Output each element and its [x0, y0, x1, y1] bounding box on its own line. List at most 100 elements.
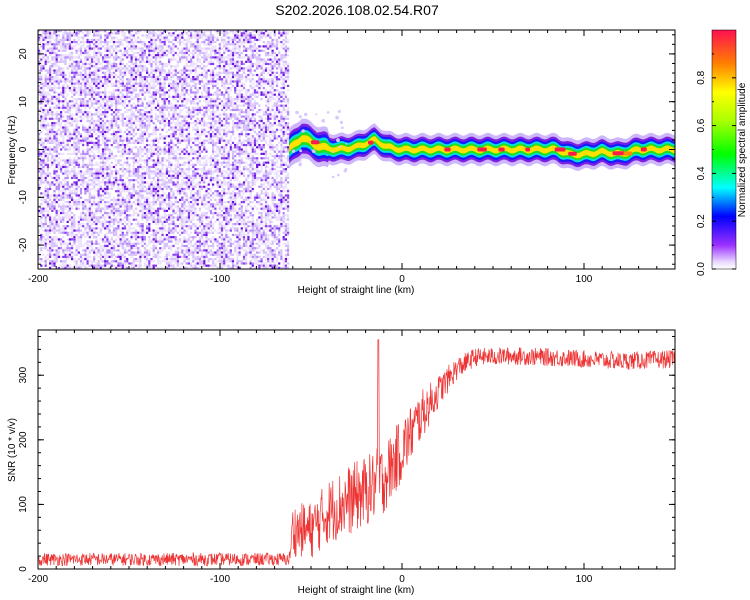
- noise-cell: [194, 176, 197, 180]
- noise-cell: [95, 113, 98, 116]
- noise-cell: [190, 102, 193, 105]
- noise-cell: [209, 76, 212, 79]
- noise-cell: [126, 87, 129, 90]
- noise-cell: [247, 65, 250, 68]
- noise-cell: [121, 139, 124, 142]
- noise-cell: [284, 38, 287, 41]
- noise-cell: [42, 122, 45, 125]
- noise-cell: [60, 78, 63, 81]
- noise-cell: [181, 89, 184, 92]
- noise-cell: [209, 172, 212, 175]
- noise-cell: [159, 126, 162, 129]
- noise-cell: [42, 95, 45, 98]
- noise-cell: [179, 104, 182, 107]
- noise-cell: [88, 111, 91, 114]
- noise-cell: [143, 115, 146, 118]
- noise-cell: [168, 124, 171, 127]
- noise-cell: [84, 87, 87, 90]
- noise-cell: [192, 65, 195, 68]
- noise-cell: [220, 82, 224, 85]
- noise-cell: [60, 141, 63, 144]
- noise-cell: [157, 60, 160, 63]
- noise-cell: [84, 41, 87, 44]
- noise-cell: [64, 36, 67, 39]
- noise-cell: [253, 176, 257, 180]
- noise-cell: [203, 146, 206, 149]
- noise-cell: [229, 58, 232, 61]
- noise-cell: [163, 84, 166, 87]
- noise-cell: [82, 141, 85, 144]
- noise-cell: [115, 36, 118, 39]
- noise-cell: [187, 176, 190, 180]
- noise-cell: [168, 47, 171, 50]
- noise-cell: [176, 106, 179, 109]
- noise-cell: [90, 38, 94, 41]
- noise-cell: [141, 130, 144, 134]
- noise-cell: [53, 30, 56, 33]
- noise-cell: [75, 51, 78, 55]
- noise-cell: [150, 155, 153, 158]
- noise-cell: [53, 168, 56, 171]
- noise-cell: [218, 58, 221, 61]
- noise-cell: [216, 98, 219, 101]
- noise-cell: [216, 82, 219, 85]
- noise-cell: [126, 54, 129, 57]
- noise-cell: [271, 139, 274, 142]
- noise-cell: [284, 32, 287, 35]
- noise-cell: [115, 78, 118, 81]
- noise-cell: [238, 133, 241, 136]
- noise-cell: [190, 65, 193, 68]
- noise-cell: [104, 104, 107, 107]
- noise-cell: [247, 36, 250, 39]
- noise-cell: [40, 76, 43, 79]
- noise-cell: [234, 113, 237, 116]
- noise-cell: [110, 98, 113, 101]
- noise-cell: [287, 117, 290, 120]
- noise-cell: [238, 30, 241, 33]
- noise-cell: [112, 117, 116, 120]
- noise-cell: [117, 49, 120, 52]
- noise-cell: [271, 161, 274, 164]
- noise-cell: [163, 163, 166, 166]
- noise-cell: [190, 32, 193, 35]
- noise-cell: [152, 163, 155, 166]
- noise-cell: [282, 80, 285, 83]
- noise-cell: [134, 87, 138, 90]
- noise-cell: [223, 43, 226, 46]
- noise-cell: [49, 124, 52, 127]
- noise-cell: [256, 165, 259, 169]
- noise-cell: [123, 146, 127, 149]
- noise-cell: [97, 130, 100, 134]
- noise-cell: [190, 137, 193, 140]
- noise-cell: [88, 135, 91, 138]
- noise-cell: [93, 152, 96, 155]
- noise-cell: [245, 150, 248, 153]
- noise-cell: [88, 47, 91, 50]
- noise-cell: [225, 152, 228, 155]
- noise-cell: [245, 73, 248, 77]
- noise-cell: [42, 47, 45, 50]
- noise-cell: [183, 122, 186, 125]
- noise-cell: [154, 168, 157, 171]
- noise-cell: [108, 71, 111, 74]
- noise-cell: [225, 43, 228, 46]
- noise-cell: [93, 168, 96, 171]
- noise-cell: [227, 150, 230, 153]
- noise-cell: [126, 91, 129, 94]
- noise-cell: [139, 174, 142, 177]
- noise-cell: [55, 155, 58, 158]
- noise-cell: [79, 76, 83, 79]
- noise-cell: [192, 45, 195, 48]
- noise-cell: [44, 139, 47, 142]
- noise-cell: [132, 165, 135, 169]
- noise-cell: [207, 157, 210, 160]
- noise-cell: [40, 163, 43, 166]
- noise-cell: [128, 148, 131, 151]
- noise-cell: [46, 108, 49, 112]
- noise-cell: [251, 69, 254, 72]
- noise-cell: [152, 165, 155, 169]
- noise-cell: [71, 82, 74, 85]
- noise-cell: [46, 148, 49, 151]
- noise-cell: [161, 65, 164, 68]
- noise-cell: [99, 95, 102, 98]
